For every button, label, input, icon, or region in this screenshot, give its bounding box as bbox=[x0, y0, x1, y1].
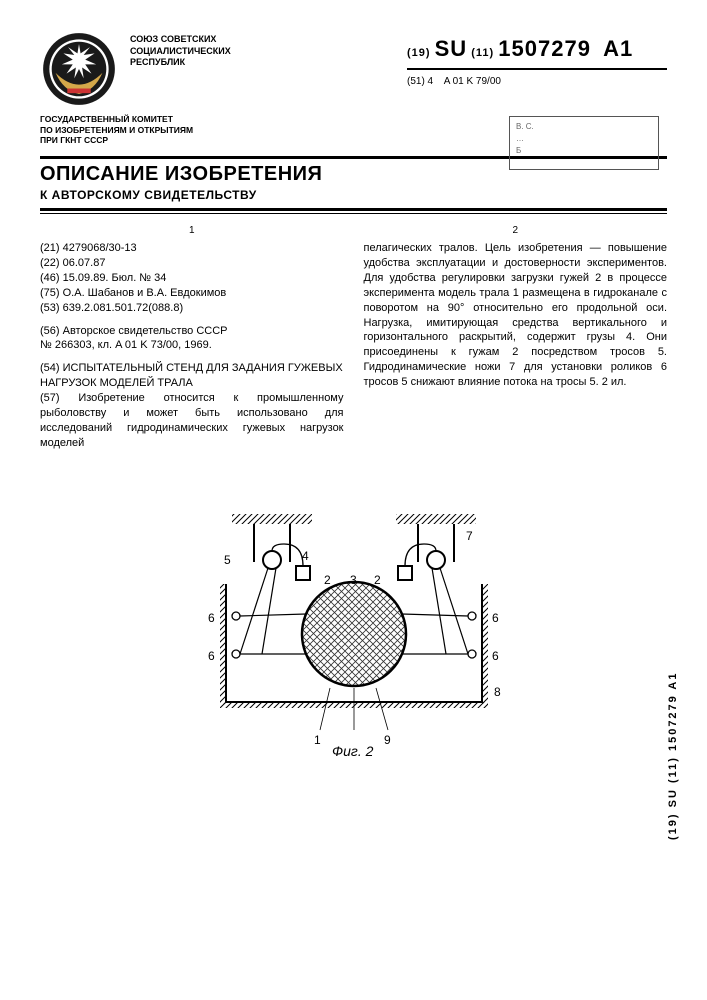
committee-label: ГОСУДАРСТВЕННЫЙ КОМИТЕТ ПО ИЗОБРЕТЕНИЯМ … bbox=[40, 114, 230, 146]
col2-num: 2 bbox=[364, 224, 668, 238]
fig-label-3: 3 bbox=[350, 573, 357, 587]
body-columns: 1 (21) 4279068/30-13 (22) 06.07.87 (46) … bbox=[40, 224, 667, 484]
doc-subtitle: К АВТОРСКОМУ СВИДЕТЕЛЬСТВУ bbox=[40, 188, 667, 202]
column-1: 1 (21) 4279068/30-13 (22) 06.07.87 (46) … bbox=[40, 224, 344, 484]
field-57: (57) Изобретение относится к промышленно… bbox=[40, 391, 344, 450]
su-code: SU bbox=[435, 36, 468, 61]
stamp-l3: Б bbox=[516, 145, 652, 157]
fig-label-6b: 6 bbox=[208, 649, 215, 663]
fig-caption: Фиг. 2 bbox=[332, 743, 374, 759]
su-mid: (11) bbox=[471, 47, 494, 59]
class-prefix: (51) 4 bbox=[407, 76, 433, 87]
fig-label-6a: 6 bbox=[208, 611, 215, 625]
field-54: (54) ИСПЫТАТЕЛЬНЫЙ СТЕНД ДЛЯ ЗАДАНИЯ ГУЖ… bbox=[40, 361, 344, 391]
fig-label-9: 9 bbox=[384, 733, 391, 747]
field-53: (53) 639.2.081.501.72(088.8) bbox=[40, 301, 344, 316]
fig-label-8: 8 bbox=[494, 685, 501, 699]
fig-label-2: 2 bbox=[324, 573, 331, 587]
field-46: (46) 15.09.89. Бюл. № 34 bbox=[40, 271, 344, 286]
fig-label-6d: 6 bbox=[492, 649, 499, 663]
field-56a: (56) Авторское свидетельство СССР bbox=[40, 324, 344, 339]
stamp-l2: … bbox=[516, 133, 652, 145]
class-code: A 01 K 79/00 bbox=[444, 76, 501, 87]
su-suffix: A1 bbox=[603, 36, 633, 61]
fig-label-7: 7 bbox=[466, 529, 473, 543]
fig-label-2b: 2 bbox=[374, 573, 381, 587]
figure-2: 5 4 2 3 2 7 6 6 6 6 8 1 9 Фиг. 2 bbox=[184, 504, 524, 764]
abstract-text: пелагических тралов. Цель изобретения — … bbox=[364, 241, 668, 389]
fig-label-1b: 1 bbox=[314, 733, 321, 747]
field-21: (21) 4279068/30-13 bbox=[40, 241, 344, 256]
field-75: (75) О.А. Шабанов и В.А. Евдокимов bbox=[40, 286, 344, 301]
fig-label-5: 5 bbox=[224, 553, 231, 567]
class-line: (51) 4 A 01 K 79/00 bbox=[407, 76, 667, 87]
su-prefix: (19) bbox=[407, 47, 431, 59]
fig-label-4: 4 bbox=[302, 549, 309, 563]
state-emblem-icon bbox=[40, 30, 118, 108]
divider-double bbox=[40, 208, 667, 214]
library-stamp: В. С. … Б bbox=[509, 116, 659, 170]
col1-num: 1 bbox=[40, 224, 344, 238]
fig-label-6c: 6 bbox=[492, 611, 499, 625]
column-2: 2 пелагических тралов. Цель изобретения … bbox=[364, 224, 668, 484]
stamp-l1: В. С. bbox=[516, 121, 652, 133]
su-number: 1507279 bbox=[498, 36, 591, 61]
header: СОЮЗ СОВЕТСКИХ СОЦИАЛИСТИЧЕСКИХ РЕСПУБЛИ… bbox=[40, 30, 667, 108]
field-56b: № 266303, кл. A 01 K 73/00, 1969. bbox=[40, 338, 344, 353]
figure-svg: 5 4 2 3 2 7 6 6 6 6 8 1 9 Фиг. 2 bbox=[184, 504, 524, 764]
field-22: (22) 06.07.87 bbox=[40, 256, 344, 271]
side-doc-code: (19) SU (11) 1507279 A1 bbox=[667, 440, 697, 840]
doc-code-block: (19) SU (11) 1507279 A1 (51) 4 A 01 K 79… bbox=[407, 36, 667, 87]
page: СОЮЗ СОВЕТСКИХ СОЦИАЛИСТИЧЕСКИХ РЕСПУБЛИ… bbox=[40, 30, 667, 970]
su-code-line: (19) SU (11) 1507279 A1 bbox=[407, 36, 667, 70]
